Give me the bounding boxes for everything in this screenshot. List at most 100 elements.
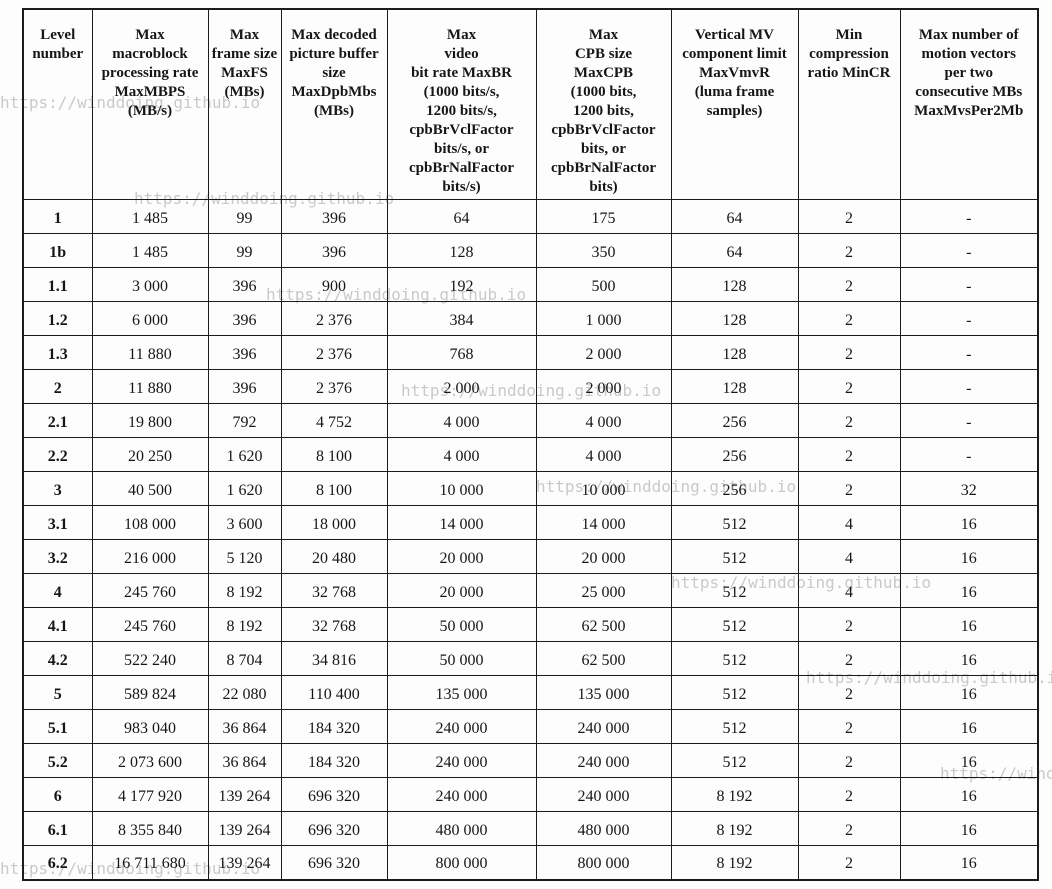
level-cell: 1.2	[22, 301, 93, 336]
table-row: 5.2 2 073 600 36 864 184 320 240 000 240 000 5…	[22, 743, 1039, 778]
table-cell: 2	[797, 233, 901, 268]
table-cell: 2 000	[535, 335, 672, 370]
table-cell: 108 000	[91, 505, 209, 540]
table-row: 1.3 11 880 396 2 376 768 2 000 128 2-	[22, 335, 1039, 370]
table-cell: 3 000	[91, 267, 209, 302]
column-header: Max macroblock processing rate MaxMBPS (…	[91, 8, 209, 200]
table-cell: 139 264	[207, 845, 282, 880]
table-cell: 240 000	[386, 777, 537, 812]
table-cell: 500	[535, 267, 672, 302]
table-cell: 16	[899, 845, 1039, 880]
table-cell: 1 485	[91, 233, 209, 268]
table-cell: 1 620	[207, 471, 282, 506]
table-row: 3.1 108 000 3 600 18 000 14 000 14 000 512 4 16	[22, 505, 1039, 540]
table-cell: 6 000	[91, 301, 209, 336]
column-header: Min compression ratio MinCR	[797, 8, 901, 200]
table-row: 1.2 6 000 396 2 376 384 1 000 128 2-	[22, 301, 1039, 336]
table-cell: 110 400	[280, 675, 388, 710]
table-cell: 139 264	[207, 777, 282, 812]
table-cell: 256	[670, 437, 799, 472]
table-cell: 40 500	[91, 471, 209, 506]
table-cell: 36 864	[207, 743, 282, 778]
table-cell: 32	[899, 471, 1039, 506]
table-row: 1b 1 485 99 396 128 350 64 2-	[22, 233, 1039, 268]
table-row: 4 245 760 8 192 32 768 20 000 25 000 512 4 16	[22, 573, 1039, 608]
table-cell: 2 000	[535, 369, 672, 404]
table-cell: 245 760	[91, 607, 209, 642]
table-cell: 800 000	[386, 845, 537, 880]
level-cell: 5	[22, 675, 93, 710]
table-cell: 128	[670, 301, 799, 336]
table-cell: -	[899, 199, 1039, 234]
table-cell: 8 100	[280, 437, 388, 472]
table-cell: 11 880	[91, 369, 209, 404]
level-cell: 1b	[22, 233, 93, 268]
table-cell: 34 816	[280, 641, 388, 676]
table-cell: 2 376	[280, 335, 388, 370]
table-cell: 10 000	[535, 471, 672, 506]
table-cell: 2	[797, 403, 901, 438]
table-cell: -	[899, 233, 1039, 268]
table-cell: 16	[899, 811, 1039, 846]
table-cell: 4 000	[386, 437, 537, 472]
table-cell: 192	[386, 267, 537, 302]
table-cell: 240 000	[535, 743, 672, 778]
table-cell: -	[899, 267, 1039, 302]
column-header: Max frame size MaxFS (MBs)	[207, 8, 282, 200]
table-cell: 396	[207, 301, 282, 336]
table-cell: 512	[670, 505, 799, 540]
table-cell: 1 000	[535, 301, 672, 336]
table-cell: 19 800	[91, 403, 209, 438]
table-cell: 216 000	[91, 539, 209, 574]
table-cell: 2	[797, 777, 901, 812]
table-cell: 128	[670, 335, 799, 370]
table-cell: 8 100	[280, 471, 388, 506]
table-cell: 8 704	[207, 641, 282, 676]
level-cell: 1	[22, 199, 93, 234]
table-cell: 36 864	[207, 709, 282, 744]
table-cell: -	[899, 437, 1039, 472]
table-cell: 4	[797, 573, 901, 608]
table-cell: 2	[797, 743, 901, 778]
table-cell: 512	[670, 539, 799, 574]
level-cell: 5.2	[22, 743, 93, 778]
table-cell: 2	[797, 607, 901, 642]
table-cell: 768	[386, 335, 537, 370]
table-cell: 4 000	[535, 437, 672, 472]
table-cell: 16	[899, 743, 1039, 778]
table-cell: 2	[797, 199, 901, 234]
table-cell: 696 320	[280, 811, 388, 846]
table-cell: 8 355 840	[91, 811, 209, 846]
table-cell: 135 000	[386, 675, 537, 710]
table-cell: 128	[386, 233, 537, 268]
table-cell: 396	[280, 199, 388, 234]
table-cell: 14 000	[535, 505, 672, 540]
table-cell: 696 320	[280, 845, 388, 880]
table-cell: 18 000	[280, 505, 388, 540]
table-row: 1.1 3 000 396 900 192 500 128 2-	[22, 267, 1039, 302]
table-cell: 589 824	[91, 675, 209, 710]
table-cell: 20 000	[386, 573, 537, 608]
table-cell: 396	[207, 267, 282, 302]
level-cell: 2.1	[22, 403, 93, 438]
table-cell: 2	[797, 335, 901, 370]
table-cell: 16	[899, 641, 1039, 676]
table-cell: 8 192	[207, 607, 282, 642]
table-cell: 32 768	[280, 607, 388, 642]
table-cell: 4 177 920	[91, 777, 209, 812]
table-cell: 8 192	[670, 811, 799, 846]
table-cell: 10 000	[386, 471, 537, 506]
table-cell: 240 000	[535, 777, 672, 812]
column-header: Vertical MV component limit MaxVmvR (lum…	[670, 8, 799, 200]
table-cell: 16	[899, 709, 1039, 744]
table-cell: 512	[670, 607, 799, 642]
table-row: 2.2 20 250 1 620 8 100 4 000 4 000 256 2-	[22, 437, 1039, 472]
table-cell: 512	[670, 675, 799, 710]
level-cell: 3.2	[22, 539, 93, 574]
level-limits-table: Level number Max macroblock processing ra…	[22, 8, 1039, 881]
table-row: 2 11 880 396 2 376 2 000 2 000 128 2-	[22, 369, 1039, 404]
table-cell: 240 000	[386, 743, 537, 778]
table-row: 4.2 522 240 8 704 34 816 50 000 62 500 512 2 16	[22, 641, 1039, 676]
